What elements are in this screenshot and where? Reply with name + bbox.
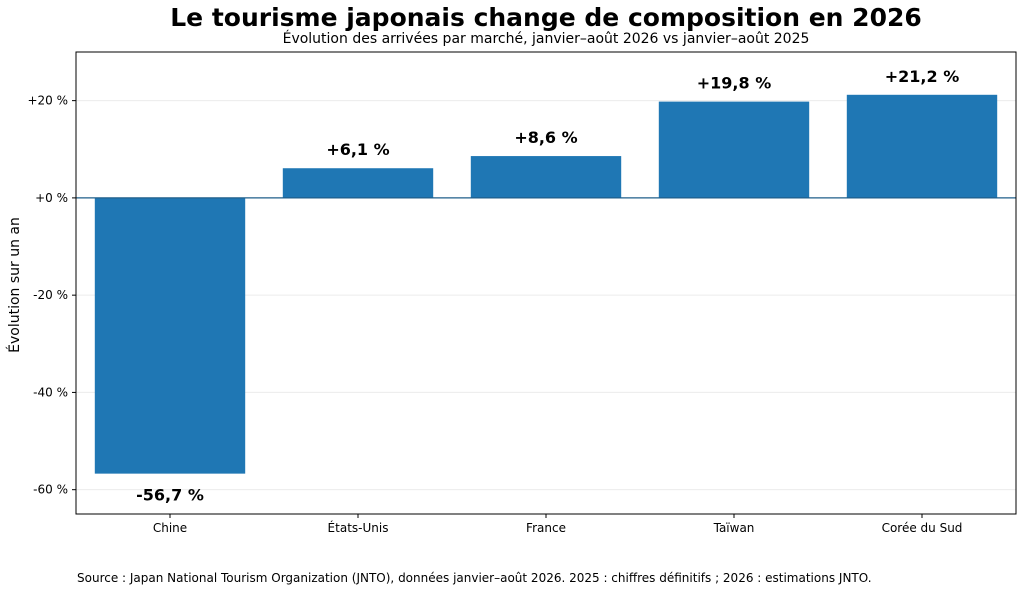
bar: [470, 156, 622, 198]
bar: [658, 101, 810, 198]
y-tick-label: -40 %: [33, 385, 68, 399]
x-tick-label: États-Unis: [328, 520, 389, 535]
data-label: +21,2 %: [885, 67, 959, 86]
data-label: +8,6 %: [514, 128, 577, 147]
chart-title: Le tourisme japonais change de compositi…: [170, 3, 922, 32]
y-tick-label: -20 %: [33, 288, 68, 302]
x-tick-label: Corée du Sud: [882, 521, 963, 535]
x-tick-label: France: [526, 521, 566, 535]
bar: [846, 94, 998, 198]
data-label: +6,1 %: [326, 140, 389, 159]
y-tick-label: +20 %: [27, 94, 68, 108]
x-tick-label: Taïwan: [713, 521, 755, 535]
x-tick-label: Chine: [153, 521, 187, 535]
plot-frame: [75, 51, 1017, 515]
y-tick-label: -60 %: [33, 483, 68, 497]
data-label: +19,8 %: [697, 74, 771, 93]
bar: [94, 197, 246, 474]
y-tick-label: +0 %: [35, 191, 68, 205]
chart-subtitle: Évolution des arrivées par marché, janvi…: [282, 31, 810, 47]
source-note: Source : Japan National Tourism Organiza…: [77, 571, 872, 585]
bar: [282, 168, 434, 198]
data-label: -56,7 %: [136, 486, 204, 505]
